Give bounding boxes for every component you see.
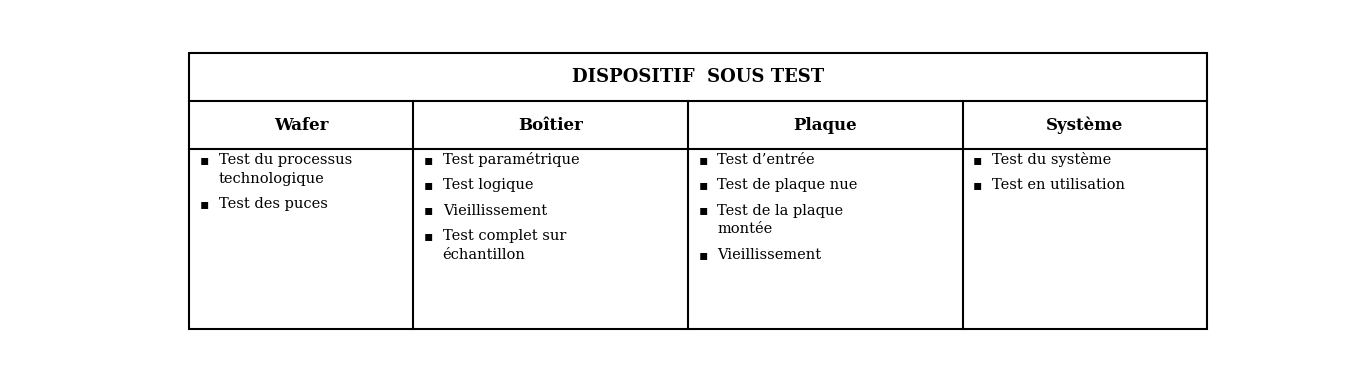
Text: montée: montée [718, 222, 772, 236]
Text: Boîtier: Boîtier [518, 117, 583, 134]
Text: technologique: technologique [219, 172, 324, 186]
Text: Wafer: Wafer [274, 117, 328, 134]
Text: ▪: ▪ [200, 197, 210, 211]
Text: Test des puces: Test des puces [219, 197, 328, 211]
Text: Test en utilisation: Test en utilisation [992, 178, 1125, 192]
Text: ▪: ▪ [699, 248, 708, 262]
Text: DISPOSITIF  SOUS TEST: DISPOSITIF SOUS TEST [572, 68, 824, 86]
Text: ▪: ▪ [972, 153, 982, 167]
Text: ▪: ▪ [424, 153, 433, 167]
Text: ▪: ▪ [972, 178, 982, 192]
Text: ▪: ▪ [699, 153, 708, 167]
Text: échantillon: échantillon [443, 248, 526, 262]
Text: Test paramétrique: Test paramétrique [443, 152, 579, 167]
Text: Système: Système [1046, 116, 1124, 134]
Text: Test complet sur: Test complet sur [443, 229, 567, 243]
Text: Test du processus: Test du processus [219, 153, 351, 167]
Text: Vieillissement: Vieillissement [443, 203, 546, 217]
Text: Test du système: Test du système [992, 152, 1111, 167]
Text: Test de plaque nue: Test de plaque nue [718, 178, 858, 192]
Text: Test d’entrée: Test d’entrée [718, 153, 814, 167]
Text: ▪: ▪ [424, 229, 433, 243]
Text: ▪: ▪ [424, 203, 433, 217]
Text: ▪: ▪ [699, 203, 708, 217]
Text: Vieillissement: Vieillissement [718, 248, 821, 262]
Text: Test logique: Test logique [443, 178, 533, 192]
Text: ▪: ▪ [699, 178, 708, 192]
Text: Plaque: Plaque [794, 117, 857, 134]
Text: Test de la plaque: Test de la plaque [718, 203, 843, 217]
Text: ▪: ▪ [424, 178, 433, 192]
Text: ▪: ▪ [200, 153, 210, 167]
